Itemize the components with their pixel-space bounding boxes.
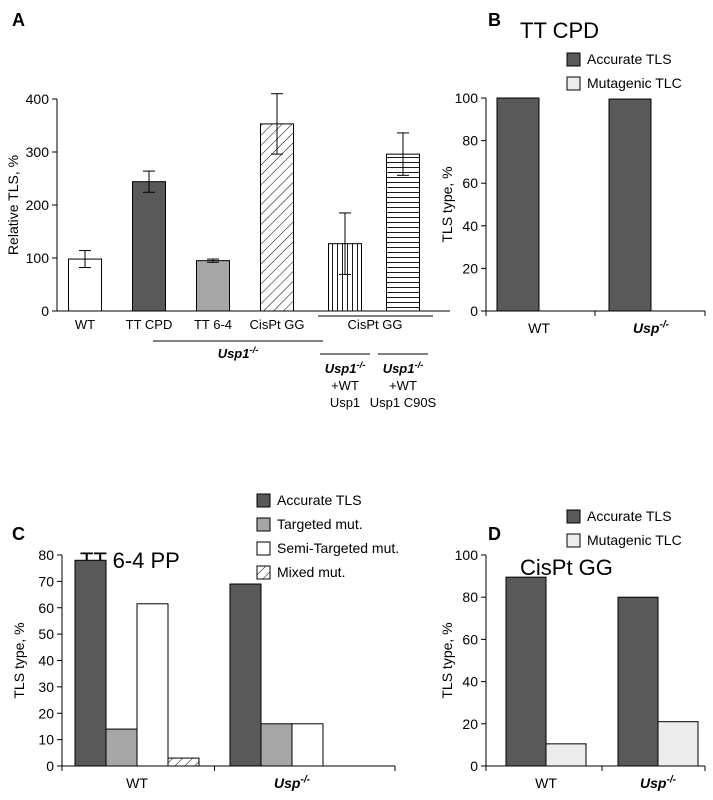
panel-c-y-tick-label: 40 bbox=[38, 653, 54, 669]
panel-b-legend-label: Accurate TLS bbox=[587, 51, 672, 67]
panel-b-y-tick-label: 40 bbox=[462, 218, 478, 234]
panel-c-bar bbox=[74, 559, 107, 767]
panel-a-bar bbox=[132, 181, 166, 312]
panel-b-y-tick-label: 60 bbox=[462, 175, 478, 191]
panel-c-bar bbox=[167, 757, 200, 767]
panel-c-category-label: Usp-/- bbox=[274, 774, 311, 791]
panel-a-y-label: Relative TLS, % bbox=[5, 155, 21, 255]
panel-c-y-tick-label: 60 bbox=[38, 600, 54, 616]
panel-d-legend-label: Accurate TLS bbox=[587, 508, 672, 524]
panel-c-legend-label: Semi-Targeted mut. bbox=[277, 540, 399, 556]
panel-c-bar bbox=[291, 723, 324, 767]
panel-c-y-tick-label: 30 bbox=[38, 679, 54, 695]
panel-a-group-label: CisPt GG bbox=[348, 317, 403, 332]
panel-a-category-label: CisPt GG bbox=[250, 317, 305, 332]
panel-a-bar bbox=[386, 153, 420, 312]
panel-b-legend-swatch bbox=[566, 52, 581, 67]
panel-d-title: CisPt GG bbox=[520, 555, 613, 580]
panel-c-y-label: TLS type, % bbox=[11, 622, 27, 698]
panel-a-sub-construct: Usp1 bbox=[330, 395, 360, 410]
panel-d-y-tick-label: 20 bbox=[462, 716, 478, 732]
panel-a-sub-construct: Usp1 C90S bbox=[370, 395, 437, 410]
panel-b-category-label: WT bbox=[528, 320, 550, 336]
panel-c-y-tick-label: 50 bbox=[38, 626, 54, 642]
panel-b-y-tick-label: 100 bbox=[455, 90, 479, 106]
panel-b-title: TT CPD bbox=[520, 18, 599, 43]
panel-b-y-tick-label: 0 bbox=[470, 303, 478, 319]
panel-c-legend-swatch bbox=[256, 517, 271, 532]
panel-a-y-tick-label: 400 bbox=[26, 91, 50, 107]
panel-a-y-tick-label: 300 bbox=[26, 144, 50, 160]
panel-c-legend-swatch bbox=[256, 493, 271, 508]
panel-b-y-tick-label: 20 bbox=[462, 260, 478, 276]
panel-b-letter: B bbox=[488, 10, 501, 30]
panel-a-sub-genotype: Usp1-/- bbox=[383, 360, 424, 376]
panel-d-y-tick-label: 60 bbox=[462, 631, 478, 647]
panel-c-legend-label: Mixed mut. bbox=[277, 564, 345, 580]
panel-a-category-label: WT bbox=[75, 317, 95, 332]
panel-a-category-label: TT CPD bbox=[126, 317, 173, 332]
panel-c-bar bbox=[136, 603, 169, 767]
panel-c-legend-swatch bbox=[256, 541, 271, 556]
panel-b-bar bbox=[496, 97, 540, 312]
panel-c-y-tick-label: 80 bbox=[38, 547, 54, 563]
panel-d-bar bbox=[545, 743, 587, 767]
panel-a-sub-construct: +WT bbox=[331, 378, 359, 393]
panel-c-bar bbox=[260, 723, 293, 767]
panel-d-legend-label: Mutagenic TLC bbox=[587, 532, 682, 548]
panel-a-y-tick-label: 0 bbox=[41, 303, 49, 319]
panel-d-y-label: TLS type, % bbox=[439, 622, 455, 698]
panel-c-y-tick-label: 10 bbox=[38, 732, 54, 748]
panel-c-legend-label: Accurate TLS bbox=[277, 492, 362, 508]
panel-a-y-tick-label: 100 bbox=[26, 250, 50, 266]
panel-d-legend-swatch bbox=[566, 509, 581, 524]
panel-c-legend-swatch bbox=[256, 565, 271, 580]
panel-c-y-tick-label: 20 bbox=[38, 705, 54, 721]
panel-c-category-label: WT bbox=[126, 775, 148, 791]
panel-d-category-label: WT bbox=[535, 775, 557, 791]
panel-a-bar bbox=[196, 260, 230, 312]
panel-b-bar bbox=[608, 98, 652, 312]
panel-c-y-tick-label: 0 bbox=[46, 758, 54, 774]
panel-b-legend-label: Mutagenic TLC bbox=[587, 75, 682, 91]
panel-a-y-tick-label: 200 bbox=[26, 197, 50, 213]
panel-a-bar bbox=[260, 123, 294, 312]
panel-b-category-label: Usp-/- bbox=[633, 319, 670, 336]
panel-d-category-label: Usp-/- bbox=[640, 774, 677, 791]
panel-a-letter: A bbox=[12, 10, 25, 30]
panel-d-y-tick-label: 80 bbox=[462, 589, 478, 605]
panel-d-bar bbox=[505, 576, 547, 767]
panel-b-y-tick-label: 80 bbox=[462, 133, 478, 149]
panel-d-y-tick-label: 100 bbox=[455, 547, 479, 563]
panel-a-sub-genotype: Usp1-/- bbox=[325, 360, 366, 376]
panel-a-genotype-label: Usp1-/- bbox=[218, 345, 259, 361]
panel-a-category-label: TT 6-4 bbox=[194, 317, 232, 332]
panel-b-legend-swatch bbox=[566, 76, 581, 91]
panel-d-y-tick-label: 40 bbox=[462, 674, 478, 690]
panel-c-bar bbox=[105, 728, 138, 767]
panel-c-letter: C bbox=[12, 524, 25, 544]
panel-a-sub-construct: +WT bbox=[389, 378, 417, 393]
panel-d-legend-swatch bbox=[566, 533, 581, 548]
panel-c-legend-label: Targeted mut. bbox=[277, 516, 363, 532]
panel-d-bar bbox=[617, 596, 659, 767]
panel-d-letter: D bbox=[488, 524, 501, 544]
panel-c-bar bbox=[229, 583, 262, 767]
panel-d-bar bbox=[657, 721, 699, 767]
panel-b-y-label: TLS type, % bbox=[439, 166, 455, 242]
panel-d-y-tick-label: 0 bbox=[470, 758, 478, 774]
panel-c-y-tick-label: 70 bbox=[38, 573, 54, 589]
